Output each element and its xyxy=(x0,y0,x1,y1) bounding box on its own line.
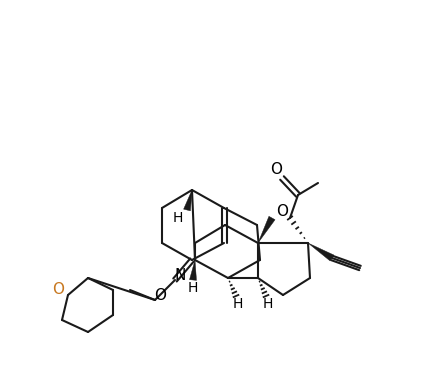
Text: N: N xyxy=(174,268,186,283)
Text: O: O xyxy=(270,162,282,177)
Text: O: O xyxy=(52,283,64,297)
Text: H: H xyxy=(263,297,273,311)
Polygon shape xyxy=(258,216,275,243)
Text: H: H xyxy=(233,297,243,311)
Text: O: O xyxy=(276,204,288,219)
Polygon shape xyxy=(184,190,192,211)
Text: H: H xyxy=(173,211,183,225)
Text: O: O xyxy=(154,287,166,302)
Text: H: H xyxy=(188,281,198,295)
Polygon shape xyxy=(308,243,334,261)
Polygon shape xyxy=(190,260,197,280)
